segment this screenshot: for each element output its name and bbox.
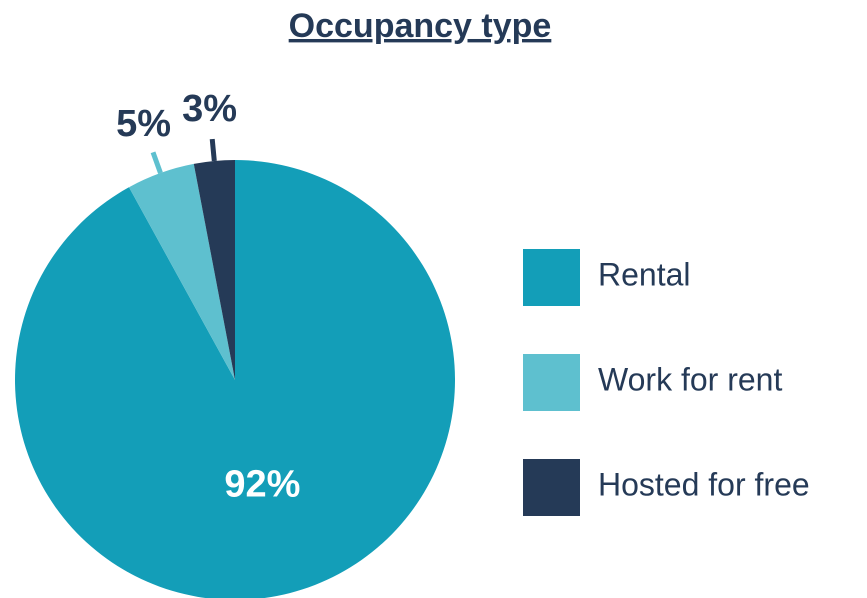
data-label: 92%	[224, 464, 300, 506]
pie-slice	[15, 160, 456, 598]
legend-swatch	[523, 249, 580, 306]
pie-slice	[193, 160, 235, 380]
pie-slice	[129, 163, 235, 380]
legend-label: Hosted for free	[598, 466, 810, 502]
data-label: 3%	[182, 88, 237, 130]
legend-label: Work for rent	[598, 361, 782, 397]
legend-swatch	[523, 354, 580, 411]
legend-swatch	[523, 459, 580, 516]
data-label: 5%	[116, 103, 171, 145]
legend-label: Rental	[598, 256, 691, 292]
leader-line	[150, 151, 163, 174]
leader-line	[209, 138, 217, 162]
chart-title: Occupancy type	[289, 7, 552, 45]
